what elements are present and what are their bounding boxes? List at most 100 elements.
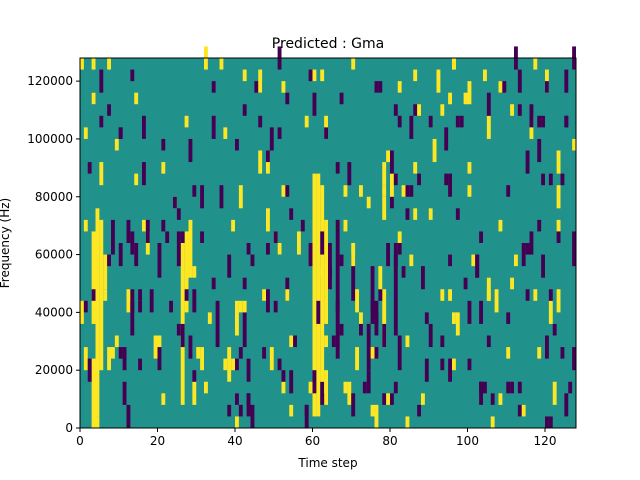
scatter-cell [560,173,565,186]
scatter-cell [498,81,503,93]
scatter-cell [552,381,557,405]
scatter-cell [246,243,251,255]
scatter-cell [517,104,522,116]
scatter-cell [262,289,266,301]
scatter-cell [545,416,549,428]
scatter-cell [316,266,321,278]
plot-area [79,46,577,429]
scatter-cell [207,312,212,324]
scatter-cell [537,219,542,232]
scatter-cell [223,127,228,139]
scatter-cell [401,185,406,197]
scatter-cell [246,358,251,382]
scatter-cell [324,127,328,139]
scatter-cell [529,104,534,128]
scatter-cell [390,196,394,209]
scatter-cell [444,173,449,186]
scatter-cell [424,312,429,324]
scatter-cell [238,347,243,359]
scatter-cell [552,323,557,336]
scatter-cell [397,81,402,93]
scatter-cell [506,381,511,394]
scatter-cell [362,381,367,394]
scatter-cell [440,335,445,348]
scatter-cell [254,81,259,93]
scatter-cell [219,58,224,70]
scatter-cell [510,381,514,394]
scatter-cell [242,277,247,290]
scatter-cell [258,150,263,174]
scatter-cell [192,289,197,313]
scatter-cell [142,115,146,139]
scatter-cell [455,312,460,336]
scatter-cell [560,347,565,359]
low-cell [428,323,433,348]
scatter-cell [258,69,263,93]
scatter-cell [486,277,491,301]
scatter-cell [211,81,216,93]
scatter-cell [118,127,123,139]
scatter-cell [343,219,348,232]
low-cell [448,254,452,267]
scatter-cell [157,347,162,371]
low-cell [366,323,371,371]
scatter-cell [548,289,553,301]
scatter-cell [374,347,379,359]
scatter-cell [393,104,398,116]
x-axis: 0 20 40 60 80 100 120 [76,428,556,448]
scatter-cell [87,162,92,174]
scatter-cell [285,185,290,197]
low-cell [393,243,398,336]
low-cell [545,335,549,359]
high-cell [382,289,387,348]
scatter-cell [440,358,445,371]
scatter-cell [339,92,344,105]
high-cell [114,138,119,151]
scatter-cell [359,323,363,336]
scatter-cell [397,243,402,255]
scatter-cell [490,393,495,405]
scatter-cell [231,219,235,232]
scatter-cell [277,243,282,255]
scatter-cell [413,104,418,116]
scatter-cell [285,92,290,105]
scatter-cell [107,104,111,116]
low-cell [111,219,115,255]
scatter-cell [308,243,313,267]
scatter-cell [269,127,274,151]
scatter-cell [347,381,352,405]
high-cell [289,335,294,348]
scatter-cell [339,323,344,336]
scatter-cell [134,173,139,186]
scatter-cell [374,312,379,324]
scatter-cell [161,162,166,174]
scatter-cell [83,300,88,313]
scatter-cell [219,185,224,209]
scatter-cell [138,358,142,371]
scatter-cell [320,69,325,82]
scatter-cell [386,393,390,405]
high-cell [297,231,301,243]
scatter-cell [238,300,243,313]
scatter-cell [475,254,480,278]
scatter-cell [397,115,402,128]
scatter-cell [374,81,379,93]
scatter-cell [91,289,96,301]
scatter-cell [521,404,526,417]
scatter-cell [235,358,239,371]
scatter-cell [161,138,166,151]
scatter-cell [378,289,383,301]
scatter-cell [370,347,375,359]
scatter-cell [506,185,511,197]
scatter-cell [545,81,549,93]
scatter-cell [448,173,452,197]
scatter-cell [99,115,104,128]
scatter-cell [390,393,394,405]
scatter-cell [324,335,328,348]
high-cell [91,358,96,428]
scatter-cell [91,92,96,105]
scatter-cell [556,150,561,174]
scatter-cell [506,347,511,359]
scatter-cell [304,404,309,417]
